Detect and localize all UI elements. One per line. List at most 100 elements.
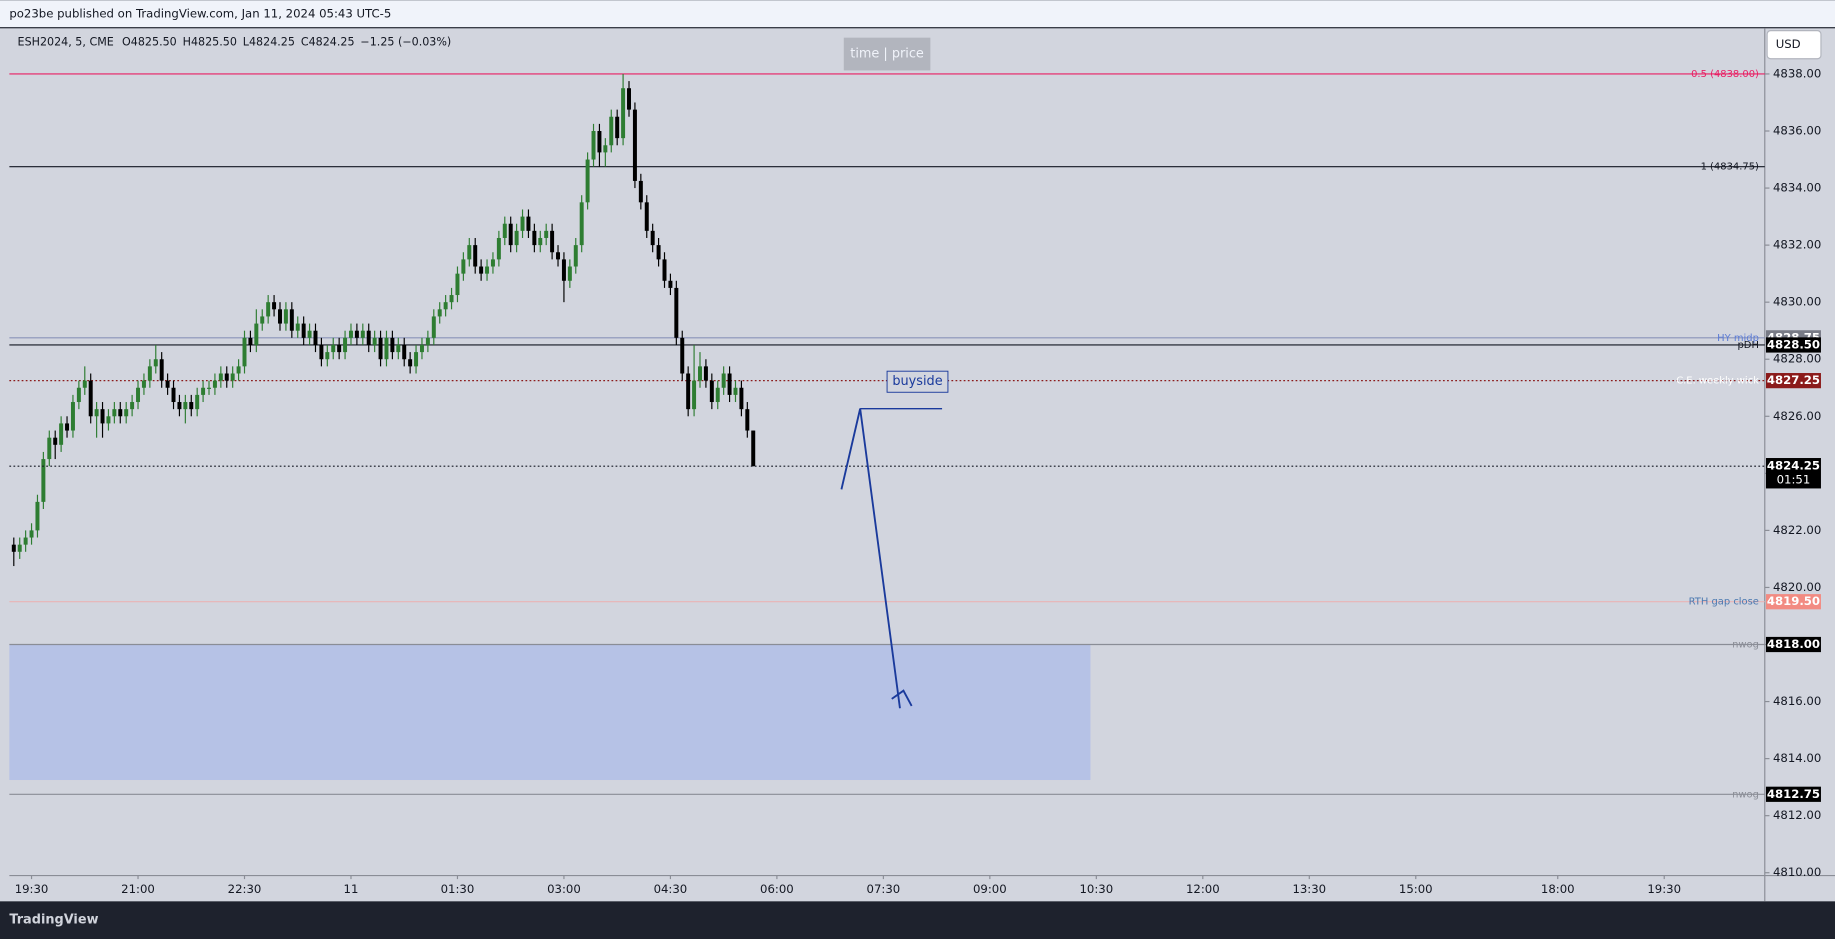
time-price-label[interactable]: time | price xyxy=(850,47,924,62)
candle-body xyxy=(526,216,531,231)
y-tick-label: 4820.00 xyxy=(1773,580,1821,594)
last-price-tag xyxy=(1765,458,1821,489)
candle-body xyxy=(130,402,135,410)
y-tick-label: 4838.00 xyxy=(1773,66,1821,80)
candle-body xyxy=(650,230,655,246)
candle-body xyxy=(295,323,300,331)
top-bar xyxy=(0,0,1835,28)
level-tag-label: 4818.00 xyxy=(1767,637,1820,651)
candle-body xyxy=(41,459,46,502)
currency[interactable]: USD xyxy=(1776,37,1801,51)
candle-body xyxy=(343,337,348,353)
candle-body xyxy=(567,266,572,281)
candle-body xyxy=(561,259,566,281)
candle-body xyxy=(23,537,28,545)
candle-body xyxy=(11,544,16,552)
candle-body xyxy=(674,287,679,338)
x-tick-label: 09:00 xyxy=(973,882,1007,896)
candle-body xyxy=(431,316,436,338)
candle-body xyxy=(272,302,277,310)
candle-body xyxy=(106,416,111,424)
open: O4825.50 xyxy=(122,35,177,48)
candle-body xyxy=(254,323,259,345)
candle-body xyxy=(147,366,152,381)
candle-body xyxy=(668,280,673,288)
candle-body xyxy=(236,366,241,374)
y-tick-label: 4816.00 xyxy=(1773,694,1821,708)
candle-body xyxy=(118,409,123,417)
candle-body xyxy=(733,387,738,395)
candle-body xyxy=(183,402,188,410)
candle-body xyxy=(461,259,466,274)
x-tick-label: 04:30 xyxy=(654,882,688,896)
candle-body xyxy=(289,309,294,331)
candle-body xyxy=(721,373,726,388)
buyside-box xyxy=(886,370,949,393)
change: −1.25 (−0.03%) xyxy=(360,35,451,48)
candle-body xyxy=(212,380,217,388)
candle-body xyxy=(449,295,454,303)
candle-body xyxy=(443,302,448,310)
x-tick-label: 03:00 xyxy=(547,882,581,896)
candle-body xyxy=(538,237,543,246)
x-tick-label: 15:00 xyxy=(1399,882,1433,896)
candle-body xyxy=(573,245,578,267)
y-tick-label: 4810.00 xyxy=(1773,865,1821,879)
candle-body xyxy=(331,344,336,353)
candle-body xyxy=(301,323,306,338)
candle-body xyxy=(402,344,407,360)
candle-body xyxy=(437,309,442,317)
level-label: nwog xyxy=(1732,640,1759,651)
candle-body xyxy=(65,423,70,431)
candle-body xyxy=(656,245,661,260)
candle-body xyxy=(751,430,756,467)
candle-body xyxy=(171,387,176,403)
candle-body xyxy=(242,337,247,367)
currency-box[interactable] xyxy=(1766,30,1822,60)
candle-body xyxy=(17,544,22,552)
candle-body xyxy=(319,344,324,360)
candle-body xyxy=(520,216,525,231)
candle-body xyxy=(414,352,419,367)
x-tick-label: 22:30 xyxy=(228,882,262,896)
candle-body xyxy=(544,230,549,238)
candle-body xyxy=(165,380,170,388)
candle-body xyxy=(124,409,129,417)
level-tag xyxy=(1765,594,1821,610)
x-tick-label: 10:30 xyxy=(1079,882,1113,896)
buyside-label: buyside xyxy=(892,374,942,389)
candle-body xyxy=(485,266,490,274)
x-tick-label: 06:00 xyxy=(760,882,794,896)
candle-body xyxy=(502,223,507,238)
y-tick-label: 4836.00 xyxy=(1773,124,1821,138)
level-tag xyxy=(1765,786,1821,802)
candle-body xyxy=(662,259,667,281)
time-price-button[interactable] xyxy=(843,37,931,71)
x-tick-label: 21:00 xyxy=(121,882,155,896)
candle-body xyxy=(585,159,590,203)
candle-body xyxy=(591,131,596,160)
candle-body xyxy=(632,109,637,181)
level-label: pDH xyxy=(1737,340,1758,351)
candle-body xyxy=(496,237,501,260)
level-label: nwog xyxy=(1732,789,1759,800)
candle-body xyxy=(354,330,359,338)
countdown: 01:51 xyxy=(1777,473,1811,487)
candle-body xyxy=(313,330,318,345)
candle-body xyxy=(136,387,141,403)
candle-body xyxy=(627,88,631,110)
candle-body xyxy=(278,309,282,324)
level-label: 0.5 (4838.00) xyxy=(1691,69,1759,80)
y-tick-label: 4812.00 xyxy=(1773,808,1821,822)
x-tick-label: 11 xyxy=(344,882,359,896)
x-tick-label: 18:00 xyxy=(1541,882,1575,896)
candle-body xyxy=(745,409,750,431)
level-label: 1 (4834.75) xyxy=(1701,162,1759,173)
candle-body xyxy=(514,230,519,246)
level-label: RTH gap close xyxy=(1689,597,1759,608)
candle-body xyxy=(159,359,164,381)
level-tag-label: 4819.50 xyxy=(1767,594,1820,608)
candle-body xyxy=(739,387,744,410)
x-tick-label: 12:00 xyxy=(1186,882,1220,896)
